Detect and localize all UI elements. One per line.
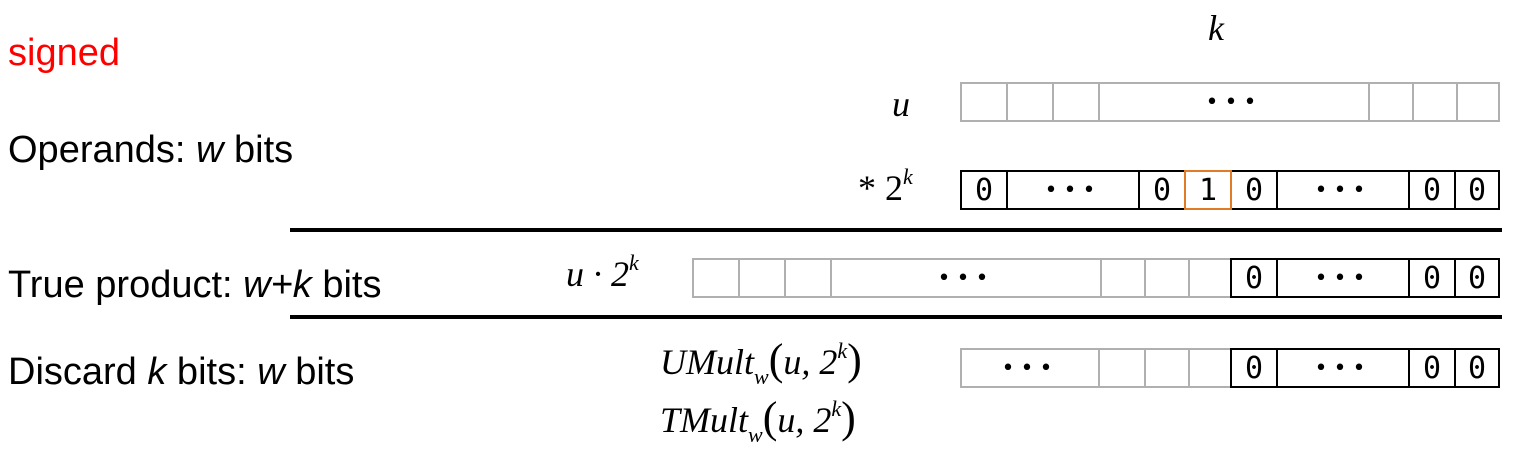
product-bit-cell — [1144, 258, 1190, 298]
product-bit-cell — [738, 258, 786, 298]
result-bit-cell — [1098, 348, 1146, 388]
true-product-suffix: bits — [311, 264, 382, 306]
zero-bit-cell: 0 — [1454, 348, 1500, 388]
tmult-open-paren: ( — [762, 393, 778, 442]
discard-label: Discard k bits: w bits — [8, 352, 354, 392]
operands-label: Operands: w bits — [8, 130, 293, 170]
product-bit-cell — [1100, 258, 1146, 298]
u-bit-cell — [1412, 82, 1458, 122]
tmult-name: TMult — [660, 400, 749, 440]
result-bit-cell — [1188, 348, 1232, 388]
true-product-var: w+k — [243, 264, 312, 306]
umult-open-paren: ( — [768, 335, 784, 384]
discard-mid: bits: — [166, 351, 258, 393]
k-position-label: k — [1208, 8, 1224, 48]
times-exp: k — [903, 164, 913, 189]
tmult-label: TMultw(u, 2k) — [660, 396, 856, 446]
zero-bit-cell: 0 — [1138, 170, 1186, 210]
umult-exp: k — [837, 338, 848, 363]
operands-suffix: bits — [223, 129, 294, 171]
dots-cell: ••• — [1276, 258, 1410, 298]
umult-sub: w — [754, 364, 769, 389]
discard-var-k: k — [147, 351, 167, 393]
umult-name: UMult — [660, 342, 754, 382]
product-bit-cell — [692, 258, 740, 298]
u-bit-cell — [1052, 82, 1100, 122]
zero-bit-cell: 0 — [1230, 348, 1278, 388]
dots-cell: ••• — [1276, 348, 1410, 388]
times-prefix: * 2 — [858, 168, 903, 208]
zero-bit-cell: 0 — [1408, 348, 1456, 388]
operands-prefix: Operands: — [8, 129, 196, 171]
signed-label: signed — [8, 32, 120, 74]
u-label: u — [892, 84, 910, 124]
tmult-exp: k — [831, 396, 842, 421]
operands-var: w — [196, 129, 224, 171]
tmult-args: u, 2 — [777, 400, 832, 440]
u-bit-cell — [960, 82, 1008, 122]
dots-cell: ••• — [1276, 170, 1410, 210]
product-dots-cell: ••• — [830, 258, 1102, 298]
product-bit-cell — [1188, 258, 1232, 298]
zero-bit-cell: 0 — [1408, 170, 1456, 210]
result-bit-cell — [1144, 348, 1190, 388]
u-bit-cell — [1368, 82, 1414, 122]
times-2k-label: * 2k — [858, 166, 913, 209]
product-exp: k — [629, 250, 639, 275]
zero-bit-cell: 0 — [1230, 170, 1278, 210]
product-base: u · 2 — [566, 254, 629, 294]
true-product-prefix: True product: — [8, 264, 244, 306]
discard-suffix: bits — [284, 351, 355, 393]
u-dots-cell: ••• — [1098, 82, 1370, 122]
zero-bit-cell: 0 — [1408, 258, 1456, 298]
dots-cell: ••• — [1006, 170, 1140, 210]
zero-bit-cell: 0 — [1230, 258, 1278, 298]
umult-label: UMultw(u, 2k) — [660, 338, 862, 388]
u-bit-cell — [1006, 82, 1054, 122]
product-bit-cell — [784, 258, 832, 298]
true-product-label: True product: w+k bits — [8, 265, 382, 305]
one-bit-cell-k: 1 — [1184, 170, 1232, 210]
result-dots-cell: ••• — [960, 348, 1100, 388]
zero-bit-cell: 0 — [1454, 170, 1500, 210]
tmult-sub: w — [748, 422, 763, 447]
tmult-close-paren: ) — [841, 393, 856, 442]
separator-line — [290, 315, 1502, 319]
zero-bit-cell: 0 — [1454, 258, 1500, 298]
u-bit-cell — [1456, 82, 1500, 122]
zero-bit-cell: 0 — [960, 170, 1008, 210]
discard-var-w: w — [257, 351, 285, 393]
discard-prefix: Discard — [8, 351, 148, 393]
umult-close-paren: ) — [847, 335, 862, 384]
product-label: u · 2k — [566, 252, 639, 295]
separator-line — [290, 228, 1502, 232]
umult-args: u, 2 — [783, 342, 838, 382]
